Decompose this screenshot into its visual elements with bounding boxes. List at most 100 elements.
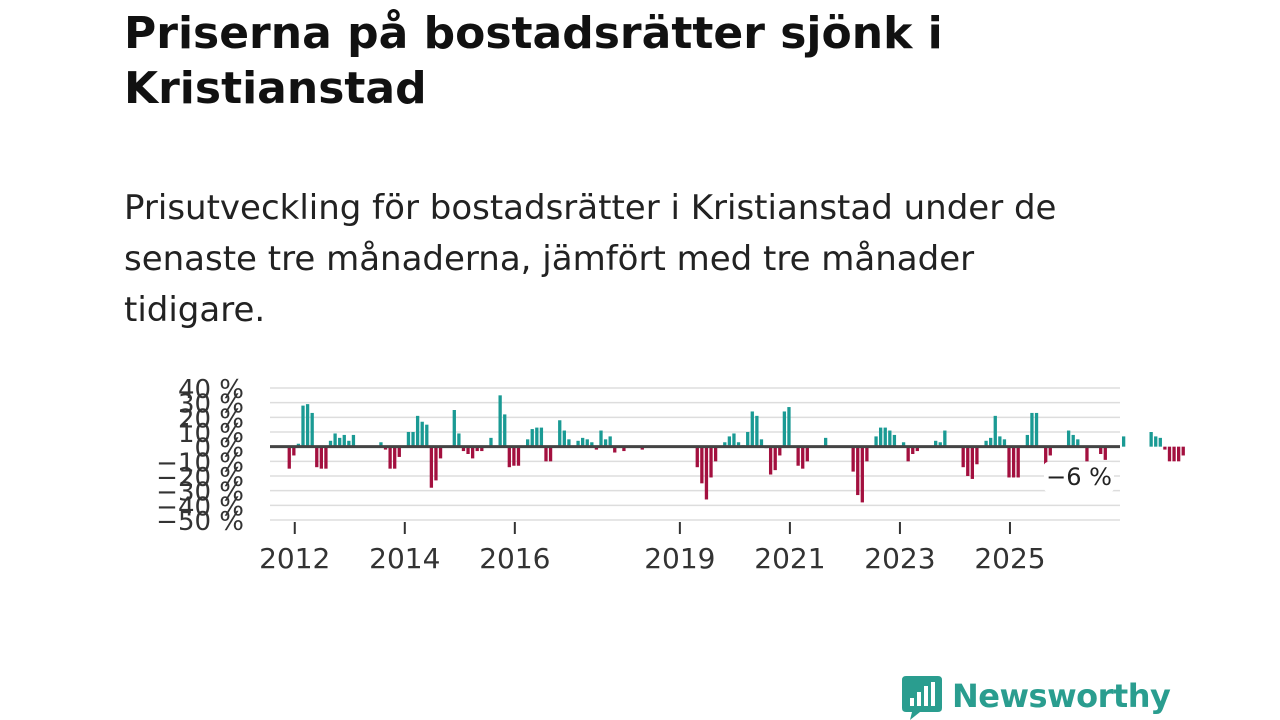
x-tick-label: 2016 [479, 542, 550, 575]
bar [1048, 446, 1052, 456]
bar [856, 446, 860, 496]
bar [984, 440, 988, 447]
bar [608, 436, 612, 447]
bar [713, 446, 718, 462]
bar [975, 446, 979, 465]
bar [585, 439, 589, 447]
bar [736, 442, 741, 447]
bar [333, 433, 337, 447]
chart-subtitle: Prisutveckling för bostadsrätter i Krist… [124, 188, 1057, 330]
bar [503, 414, 507, 447]
x-tick-label: 2023 [864, 542, 935, 575]
bar [1025, 434, 1030, 447]
logo-text: Newsworthy [952, 677, 1171, 715]
bar [1066, 430, 1071, 447]
bar [759, 439, 764, 447]
newsworthy-logo-icon [902, 676, 942, 720]
bar [315, 446, 319, 468]
bar [801, 446, 805, 469]
bar [723, 442, 727, 447]
annotation-group: −6 % [1044, 462, 1114, 492]
bar [425, 424, 429, 447]
bar [787, 407, 791, 447]
bar [823, 437, 828, 447]
bar [338, 437, 342, 447]
bar [746, 432, 750, 447]
bar [1103, 446, 1107, 460]
bar [1172, 446, 1176, 462]
bar [993, 415, 997, 447]
bar [755, 415, 759, 447]
bar [782, 411, 787, 447]
bar [379, 442, 383, 447]
bar [1167, 446, 1172, 462]
bar [1154, 436, 1158, 447]
grid-lines [270, 387, 1120, 521]
bar [695, 446, 699, 468]
bar [461, 446, 466, 452]
bar [732, 433, 736, 447]
y-tick-label: −40 % [156, 492, 244, 522]
bar [507, 446, 511, 468]
bar [420, 421, 424, 447]
bar [310, 412, 314, 447]
y-tick-label: 10 % [178, 419, 244, 449]
bar [1176, 446, 1181, 462]
bar [1034, 412, 1039, 447]
bar [768, 446, 773, 475]
bar [475, 446, 479, 452]
bar [429, 446, 434, 488]
newsworthy-logo: Newsworthy [902, 672, 1171, 720]
bar [347, 440, 351, 447]
bar [892, 434, 897, 447]
bar [576, 440, 580, 447]
bar [498, 395, 502, 447]
bar [590, 442, 594, 447]
bar [388, 446, 392, 469]
bar [1030, 412, 1034, 447]
x-tick-label: 2021 [754, 542, 825, 575]
bar [599, 430, 603, 447]
bar [796, 446, 800, 466]
y-tick-label: −10 % [156, 448, 244, 478]
bar [773, 446, 777, 471]
bar [393, 446, 397, 469]
bar [1044, 446, 1048, 465]
bar [470, 446, 475, 459]
bar [901, 442, 906, 447]
bar [397, 446, 401, 457]
bar [1007, 446, 1011, 478]
bar [1181, 446, 1185, 456]
x-tick-label: 2014 [369, 542, 440, 575]
bar [1076, 439, 1080, 447]
bar [1016, 446, 1020, 478]
bar [966, 446, 970, 476]
bar [961, 446, 965, 468]
bar [480, 446, 484, 452]
bar [622, 446, 626, 452]
bar [938, 442, 942, 447]
bar [562, 430, 566, 447]
bar [1163, 446, 1167, 450]
bar [805, 446, 809, 462]
bar [970, 446, 974, 479]
y-tick-label: 20 % [178, 404, 244, 434]
y-tick-label: −50 % [156, 507, 244, 537]
bar [324, 446, 328, 469]
bar [943, 430, 947, 447]
bar [989, 437, 993, 447]
bar [906, 446, 910, 462]
bar [934, 440, 938, 447]
bar [778, 446, 782, 456]
bar [874, 436, 878, 447]
bar [883, 427, 887, 447]
x-axis: 2012 2014 2016 2019 2021 2023 2025 [259, 522, 1046, 575]
bar [998, 436, 1002, 447]
bar [512, 446, 516, 466]
bar [704, 446, 709, 500]
bar [1011, 446, 1016, 478]
y-tick-label: −30 % [156, 478, 244, 508]
bar [581, 437, 585, 447]
chart-title: Priserna på bostadsrätter sjönk i Kristi… [124, 8, 943, 114]
bar [915, 446, 919, 452]
